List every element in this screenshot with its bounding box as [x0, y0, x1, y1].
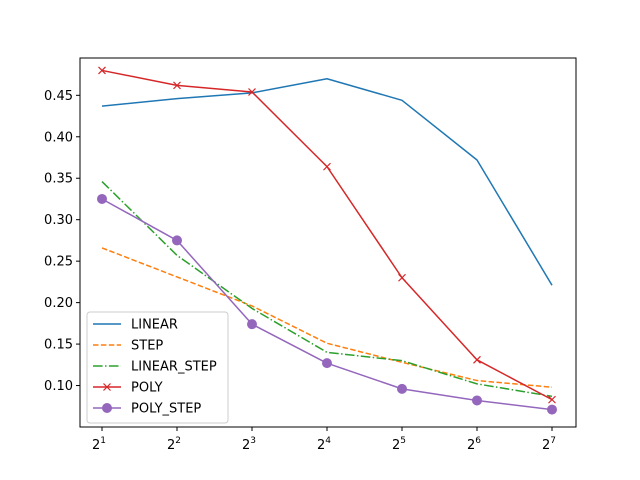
data-point — [248, 88, 256, 96]
legend: LINEAR STEP LINEAR_STEP POLY POLY_STEP — [86, 311, 229, 424]
x-tick-exponent: 2 — [175, 436, 181, 446]
data-point — [97, 193, 107, 204]
x-marker — [323, 162, 331, 171]
x-tick-exponent: 4 — [325, 436, 331, 446]
series-layer — [97, 66, 557, 415]
circle-marker — [172, 235, 182, 246]
x-tick-base: 2 — [242, 438, 250, 453]
data-point — [398, 273, 406, 282]
data-point — [547, 404, 557, 415]
y-tick-label: 0.40 — [44, 130, 73, 145]
series-step — [101, 247, 553, 388]
x-tick-exponent: 7 — [550, 436, 556, 446]
y-tick-label: 0.10 — [44, 379, 73, 394]
series-poly-step — [97, 193, 557, 415]
data-point — [323, 162, 331, 171]
circle-marker — [247, 319, 257, 330]
data-point — [472, 395, 482, 406]
x-marker — [548, 395, 556, 404]
data-point — [473, 355, 481, 364]
series-line — [101, 247, 553, 388]
y-tick-label: 0.30 — [44, 213, 73, 228]
x-tick-base: 2 — [167, 438, 175, 453]
data-point — [172, 235, 182, 246]
data-point — [322, 358, 332, 369]
x-marker — [173, 81, 181, 90]
x-marker — [248, 88, 256, 96]
x-tick-exponent: 6 — [475, 436, 481, 446]
series-linear — [101, 77, 553, 286]
circle-marker — [322, 358, 332, 369]
data-point — [548, 395, 556, 404]
x-tick-exponent: 3 — [250, 436, 256, 446]
x-tick-exponent: 1 — [100, 436, 106, 446]
data-point — [397, 383, 407, 394]
series-line — [101, 181, 553, 398]
x-tick-base: 2 — [392, 438, 400, 453]
circle-marker — [102, 403, 112, 413]
plot-frame — [79, 57, 577, 428]
y-tick-label: 0.35 — [44, 172, 73, 187]
x-tick-label: 22 — [167, 436, 181, 453]
x-tick-base: 2 — [467, 438, 475, 453]
y-tick-label: 0.25 — [44, 255, 73, 270]
data-point — [173, 81, 181, 90]
legend-label: POLY — [131, 381, 163, 396]
x-axis: 21 22 23 24 25 26 27 — [92, 427, 556, 453]
series-linear-step — [101, 181, 553, 398]
x-tick-base: 2 — [92, 438, 100, 453]
x-tick-label: 21 — [92, 436, 106, 453]
x-tick-label: 27 — [542, 436, 556, 453]
x-tick-exponent: 5 — [400, 436, 406, 446]
legend-item: POLY — [93, 381, 163, 396]
y-tick-label: 0.45 — [44, 89, 73, 104]
y-tick-label: 0.20 — [44, 296, 73, 311]
x-tick-label: 24 — [317, 436, 331, 453]
x-tick-label: 25 — [392, 436, 406, 453]
x-tick-label: 26 — [467, 436, 481, 453]
circle-marker — [547, 404, 557, 415]
y-tick-label: 0.15 — [44, 338, 73, 353]
series-poly — [98, 66, 556, 404]
x-marker — [103, 383, 111, 391]
legend-label: POLY_STEP — [131, 402, 201, 417]
x-marker — [473, 355, 481, 364]
legend-item: LINEAR — [93, 318, 178, 333]
legend-label: STEP — [131, 339, 163, 354]
data-point — [98, 66, 106, 75]
data-point — [247, 319, 257, 330]
legend-item: POLY_STEP — [93, 402, 201, 417]
x-tick-label: 23 — [242, 436, 256, 453]
x-tick-base: 2 — [542, 438, 550, 453]
legend-label: LINEAR — [131, 318, 178, 333]
x-tick-base: 2 — [317, 438, 325, 453]
x-marker — [398, 273, 406, 282]
legend-item: LINEAR_STEP — [93, 360, 217, 375]
circle-marker — [397, 383, 407, 394]
y-axis: 0.10 0.15 0.20 0.25 0.30 0.35 0.40 0.45 — [44, 89, 80, 394]
x-marker — [98, 66, 106, 75]
series-line — [101, 77, 553, 286]
circle-marker — [472, 395, 482, 406]
legend-box — [86, 311, 229, 424]
legend-label: LINEAR_STEP — [131, 360, 217, 375]
legend-item: STEP — [93, 339, 163, 354]
circle-marker — [97, 193, 107, 204]
